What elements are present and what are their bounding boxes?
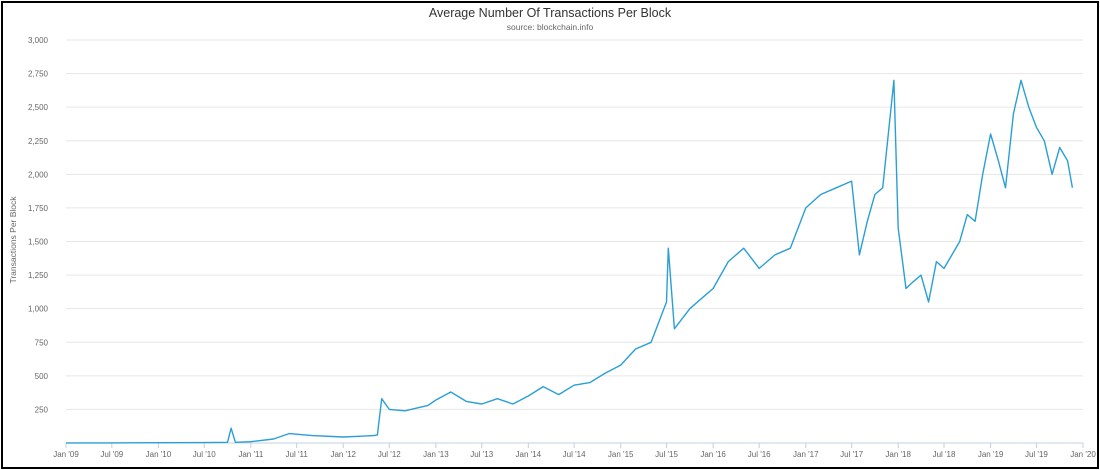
x-tick-label: Jul '09 [100,450,123,459]
x-tick-label: Jul '19 [1025,450,1048,459]
x-tick-label: Jan '16 [700,450,726,459]
x-tick-label: Jul '16 [748,450,771,459]
x-tick-label: Jan '12 [330,450,356,459]
y-tick-label: 1,000 [28,305,49,314]
x-tick-label: Jan '19 [978,450,1004,459]
series-line [66,79,1074,444]
x-tick-label: Jan '15 [608,450,634,459]
y-axis-label: Transactions Per Block [8,196,18,284]
x-tick-label: Jan '20 [1070,450,1096,459]
x-tick-label: Jan '10 [146,450,172,459]
x-tick-label: Jul '15 [655,450,678,459]
y-tick-label: 750 [35,338,49,347]
x-tick-label: Jan '09 [53,450,79,459]
y-tick-label: 1,750 [28,204,49,213]
x-tick-label: Jan '11 [238,450,264,459]
y-tick-label: 2,000 [28,170,49,179]
y-axis-ticks: 3,000 2,750 2,500 2,250 2,000 1,750 1,500 1,250… [28,36,49,414]
x-tick-label: Jul '14 [563,450,586,459]
y-tick-label: 2,500 [28,103,49,112]
x-axis-ticks: Jan '09 Jul '09 Jan '10 Jul '10 Jan '11 Jul '… [53,443,1096,459]
y-tick-label: 500 [35,372,49,381]
y-tick-label: 2,750 [28,70,49,79]
x-tick-label: Jul '18 [933,450,956,459]
chart-subtitle: source: blockchain.info [506,22,594,32]
x-tick-label: Jul '12 [378,450,401,459]
x-tick-label: Jan '18 [885,450,911,459]
y-tick-label: 1,250 [28,271,49,280]
y-tick-label: 250 [35,405,49,414]
x-tick-label: Jan '14 [516,450,542,459]
x-tick-label: Jul '17 [840,450,863,459]
x-tick-label: Jan '13 [423,450,449,459]
gridlines [66,39,1083,444]
x-tick-label: Jan '17 [793,450,819,459]
x-tick-label: Jul '10 [193,450,216,459]
x-tick-label: Jul '11 [286,450,309,459]
y-tick-label: 1,500 [28,238,49,247]
x-tick-label: Jul '13 [470,450,493,459]
y-tick-label: 3,000 [28,36,49,45]
y-tick-label: 2,250 [28,137,49,146]
chart-title: Average Number Of Transactions Per Block [428,6,672,20]
plot-area [66,79,1074,444]
